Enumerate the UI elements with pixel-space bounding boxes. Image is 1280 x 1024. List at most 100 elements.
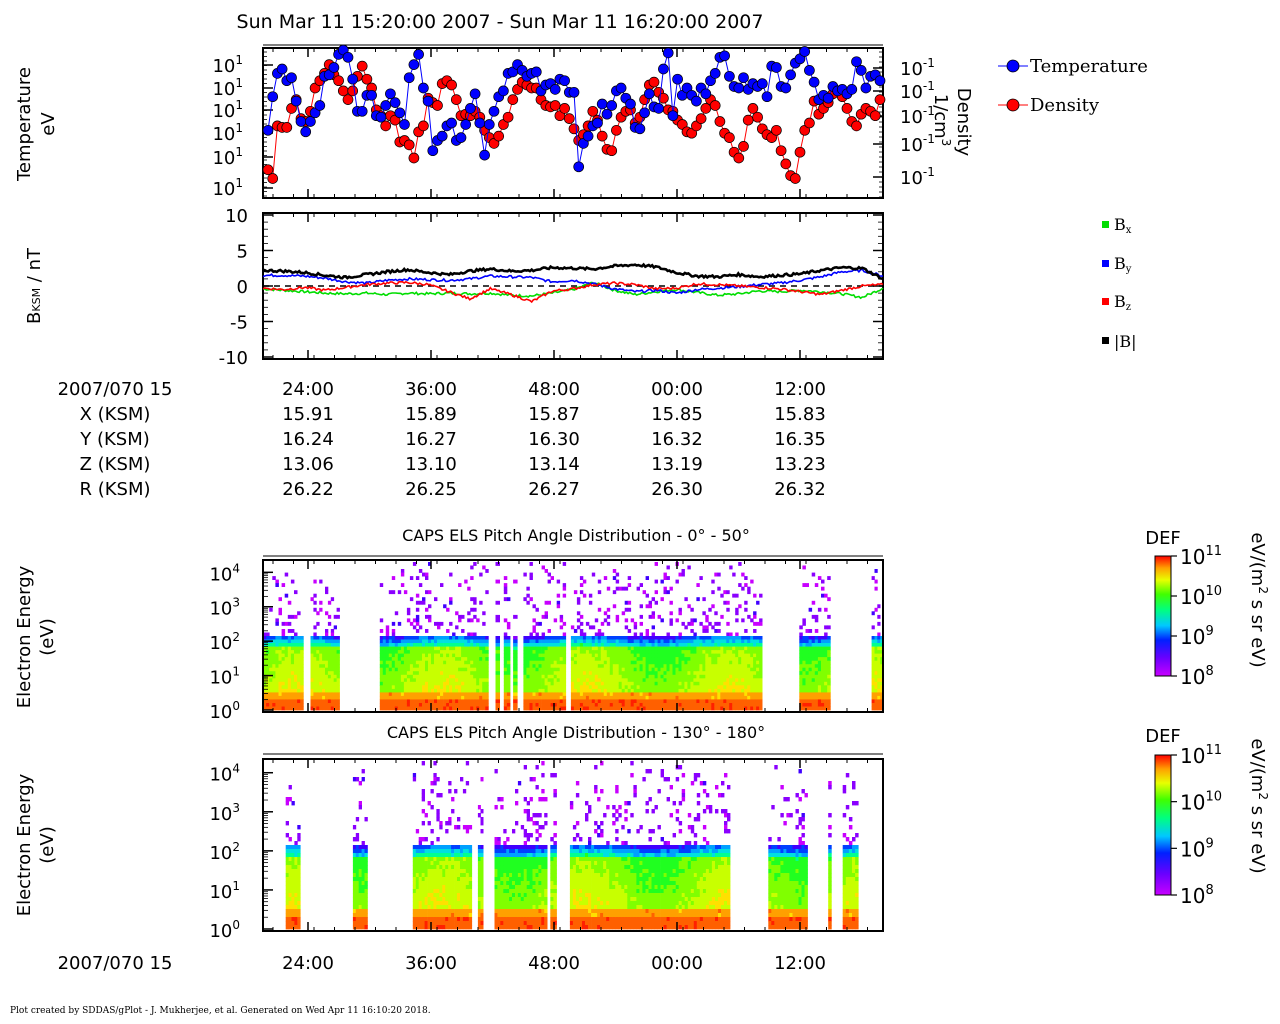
spectrogram-cell [750,695,754,700]
spectrogram-cell [425,692,429,697]
spectrogram-cell [446,703,450,707]
spectrogram-cell [808,629,813,633]
spectrogram-cell [669,678,673,683]
spectrogram-cell [297,636,301,640]
spectrogram-cell [675,699,679,704]
spectrogram-cell [738,699,742,704]
spectrogram-cell [562,703,567,707]
ephemeris-value: 13.19 [651,454,703,475]
temperature-point [785,69,796,81]
spectrogram-cell [633,650,638,654]
spectrogram-cell [550,681,554,686]
temperature-point [568,86,580,98]
spectrogram-cell [327,699,332,704]
spectrogram-cell [630,674,635,679]
spectrogram-cell [288,909,292,914]
spectrogram-cell [811,646,816,651]
spectrogram-cell [699,674,703,679]
spectrogram-cell [467,639,471,644]
spectrogram-cell [576,636,581,640]
spectrogram-cell [827,674,831,679]
spectrogram-cell [877,657,881,661]
spectrogram-cell [442,845,446,850]
spectrogram-cell [639,646,643,651]
spectrogram-cell [476,643,480,647]
spectrogram-cell [744,607,748,612]
spectrogram-cell [648,646,652,651]
spectrogram-cell [663,639,667,644]
spectrogram-cell [874,703,878,707]
spectrogram-cell [827,639,831,644]
spectrogram-cell [361,849,365,854]
spectrogram-cell [513,699,518,704]
spectrogram-cell [430,845,434,850]
spectrogram-cell [479,600,483,605]
spectrogram-cell [333,685,337,690]
spectrogram-cell [550,674,554,679]
spectrogram-cell [452,688,456,693]
spectrogram-cell [756,657,760,661]
temperature-point [422,95,434,107]
spectrogram-cell [741,650,745,654]
temperature-point [474,117,486,129]
spectrogram-cell [711,657,715,661]
spectrogram-cell [431,685,435,690]
spectrogram-cell [824,653,828,658]
spectrogram-cell [449,597,453,602]
spectrogram-cell [759,678,763,683]
spectrogram-cell [630,681,635,686]
spectrogram-cell [648,678,652,683]
spectrogram-cell [479,667,483,672]
spectrogram-cell [526,667,530,672]
spectrogram-cell [275,664,279,669]
spectrogram-cell [388,639,393,644]
spectrogram-cell [880,671,884,676]
spectrogram-cell [297,921,301,926]
spectrogram-cell [699,653,703,658]
spectrogram-cell [529,695,533,700]
spectrogram-cell [418,913,422,918]
spectrogram-cell [319,600,323,605]
temperature-point [846,84,858,95]
spectrogram-cell [678,646,682,651]
spectrogram-cell [702,667,706,672]
spectrogram-cell [594,653,599,658]
spectrogram-cell [585,703,590,707]
spectrogram-cell [609,681,614,686]
spectrogram-cell [562,678,567,683]
spectrogram-cell [594,674,599,679]
spectrogram-cell [352,885,357,890]
spectrogram-cell [600,678,605,683]
spectrogram-cell [750,650,754,654]
spectrogram-cell [645,646,649,651]
spectrogram-cell [412,657,417,661]
spectrogram-cell [678,653,682,658]
spectrogram-cell [799,692,803,697]
spectrogram-cell [352,917,357,922]
spectrogram-cell [446,681,450,686]
spectrogram-cell [297,611,301,616]
spectrogram-cell [415,621,420,626]
spectrogram-cell [275,688,279,693]
spectrogram-cell [603,674,608,679]
spectrogram-cell [285,897,289,902]
spectrogram-cell [624,660,629,665]
spectrogram-cell [541,646,545,651]
spectrogram-cell [663,699,667,704]
spectrogram-cell [275,621,279,626]
spectrogram-cell [573,667,578,672]
spectrogram-cell [678,643,682,647]
spectrogram-cell [618,699,623,704]
spectrogram-cell [406,664,411,669]
spectrogram-cell [630,695,635,700]
spectrogram-cell [585,621,590,626]
spectrogram-cell [319,678,323,683]
spectrogram-cell [275,699,279,704]
spectrogram-cell [729,706,733,711]
spectrogram-cell [467,632,471,637]
spectrogram-cell [443,657,447,661]
spectrogram-cell [874,699,878,704]
temperature-point [667,110,679,122]
spectrogram-cell [513,671,518,676]
